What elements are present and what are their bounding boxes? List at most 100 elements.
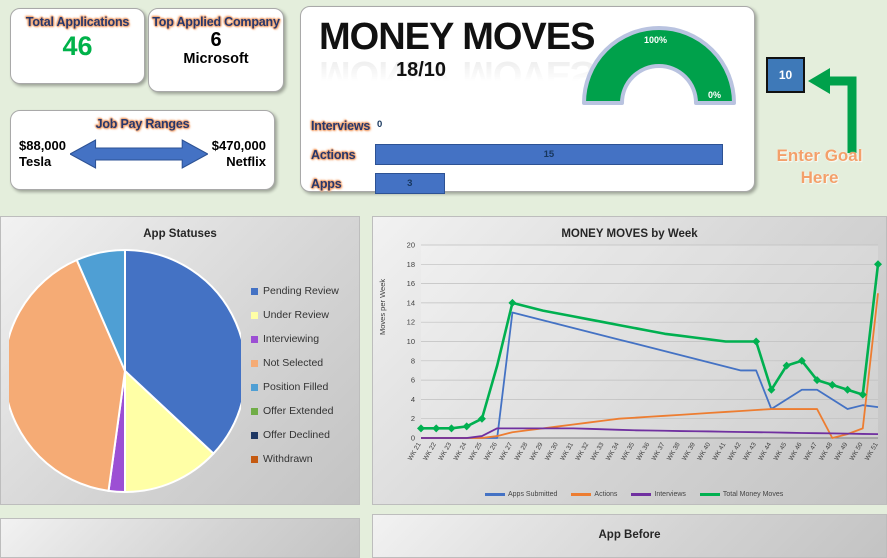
legend-swatch <box>485 493 505 496</box>
total-applications-value: 46 <box>62 31 93 61</box>
legend-swatch <box>699 493 720 496</box>
x-axis-tick-label: WK 42 <box>727 441 743 462</box>
y-axis-tick-label: 6 <box>411 376 415 385</box>
goal-input[interactable]: 10 <box>766 57 805 93</box>
legend-item: Total Money Moves <box>699 491 784 498</box>
legend-label: Offer Declined <box>263 429 330 441</box>
legend-item: Offer Extended <box>251 399 339 423</box>
chart-panel-bottom-right: App Before <box>372 514 887 558</box>
pay-high-amount: $470,000 <box>211 138 266 153</box>
pay-high: $470,000 Netflix <box>212 138 266 170</box>
bar-label: Interviews <box>311 118 371 133</box>
legend-item: Offer Declined <box>251 423 339 447</box>
legend-item: Apps Submitted <box>485 491 557 498</box>
data-point-marker <box>447 424 456 433</box>
x-axis-tick-label: WK 38 <box>666 441 682 462</box>
x-axis-tick-label: WK 46 <box>788 441 804 462</box>
x-axis-tick-label: WK 30 <box>544 441 560 462</box>
line-chart-legend: Apps Submitted Actions Interviews Total Mon… <box>485 491 783 498</box>
legend-swatch <box>251 311 258 319</box>
legend-swatch <box>251 407 258 415</box>
x-axis-tick-label: WK 33 <box>590 441 606 462</box>
legend-label: Offer Extended <box>263 405 334 417</box>
x-axis-tick-label: WK 25 <box>468 441 484 462</box>
legend-label: Pending Review <box>263 285 339 297</box>
legend-swatch <box>251 431 258 439</box>
line-series <box>421 311 879 439</box>
bar-value: 0 <box>377 119 383 130</box>
legend-item: Under Review <box>251 303 339 327</box>
x-axis-tick-label: WK 40 <box>696 441 712 462</box>
data-point-marker <box>417 424 425 433</box>
x-axis-tick-label: WK 45 <box>773 441 789 462</box>
money-moves-ratio: 18/10 <box>396 59 447 81</box>
x-axis-tick-label: WK 21 <box>407 441 423 462</box>
x-axis-tick-label: WK 37 <box>651 441 667 462</box>
money-moves-title-reflection: MONEY MOVES <box>319 53 595 95</box>
y-axis-tick-label: 10 <box>407 337 415 346</box>
y-axis-tick-label: 16 <box>407 279 415 288</box>
chart-panel-bottom-left <box>0 518 360 558</box>
bar-label: Actions <box>311 147 356 162</box>
bar-label: Apps <box>311 176 342 191</box>
money-moves-gauge: 100% 0% <box>570 11 748 109</box>
legend-label: Withdrawn <box>263 453 313 465</box>
data-point-marker <box>858 390 867 399</box>
data-point-marker <box>843 385 852 394</box>
x-axis-tick-label: WK 31 <box>559 441 575 462</box>
legend-item: Pending Review <box>251 279 339 303</box>
bar-value: 3 <box>407 178 413 189</box>
legend-swatch <box>251 455 258 463</box>
legend-label: Total Money Moves <box>722 491 784 498</box>
legend-label: Interviews <box>654 491 686 498</box>
x-axis-tick-label: WK 50 <box>849 441 865 462</box>
bar-value: 15 <box>543 149 555 160</box>
legend-item: Interviewing <box>251 327 339 351</box>
data-point-marker <box>462 422 471 431</box>
legend-item: Actions <box>571 491 617 498</box>
data-point-marker <box>797 356 806 365</box>
x-axis-tick-label: WK 35 <box>620 441 636 462</box>
bar-row: Actions 15 <box>311 140 746 169</box>
data-point-marker <box>508 298 517 307</box>
pay-high-company: Netflix <box>226 154 266 169</box>
x-axis-tick-label: WK 51 <box>864 441 880 462</box>
legend-item: Not Selected <box>251 351 339 375</box>
top-applied-company-title: Top Applied Company <box>152 15 280 29</box>
x-axis-tick-label: WK 24 <box>453 441 469 462</box>
pay-low-company: Tesla <box>19 154 52 169</box>
y-axis-tick-label: 18 <box>407 260 415 269</box>
x-axis-tick-label: WK 22 <box>422 441 438 462</box>
x-axis-tick-label: WK 32 <box>574 441 590 462</box>
card-total-applications: Total Applications 46 <box>10 8 145 84</box>
gauge-max-label: 100% <box>644 35 668 45</box>
bar-track: 15 <box>375 144 746 165</box>
data-point-marker <box>813 376 822 385</box>
y-axis-tick-label: 4 <box>411 395 415 404</box>
money-moves-title: MONEY MOVES <box>319 16 595 58</box>
x-axis-tick-label: WK 36 <box>635 441 651 462</box>
data-point-marker <box>782 361 791 370</box>
gauge-min-label: 0% <box>708 90 722 100</box>
x-axis-tick-label: WK 44 <box>757 441 773 462</box>
legend-label: Position Filled <box>263 381 329 393</box>
pie-slice <box>124 368 215 494</box>
x-axis-tick-label: WK 49 <box>833 441 849 462</box>
legend-label: Apps Submitted <box>508 491 558 498</box>
total-applications-title: Total Applications <box>25 15 130 29</box>
pie-slice <box>75 248 126 372</box>
data-point-marker <box>477 414 486 423</box>
goal-arrow-icon <box>804 55 864 160</box>
goal-caption: Enter Goal Here <box>752 145 887 189</box>
legend-label: Actions <box>594 491 618 498</box>
bottom-right-title: App Before <box>598 529 661 541</box>
pie-chart-title: App Statuses <box>143 228 217 240</box>
card-top-applied-company: Top Applied Company 6 Microsoft <box>148 8 284 92</box>
bar-row: Apps 3 <box>311 169 746 198</box>
bar-fill: 3 <box>375 173 445 194</box>
x-axis-tick-label: WK 39 <box>681 441 697 462</box>
x-axis-tick-label: WK 41 <box>712 441 728 462</box>
data-point-marker <box>767 385 776 394</box>
job-pay-ranges-row: $88,000 Tesla $470,000 Netflix <box>11 137 274 171</box>
